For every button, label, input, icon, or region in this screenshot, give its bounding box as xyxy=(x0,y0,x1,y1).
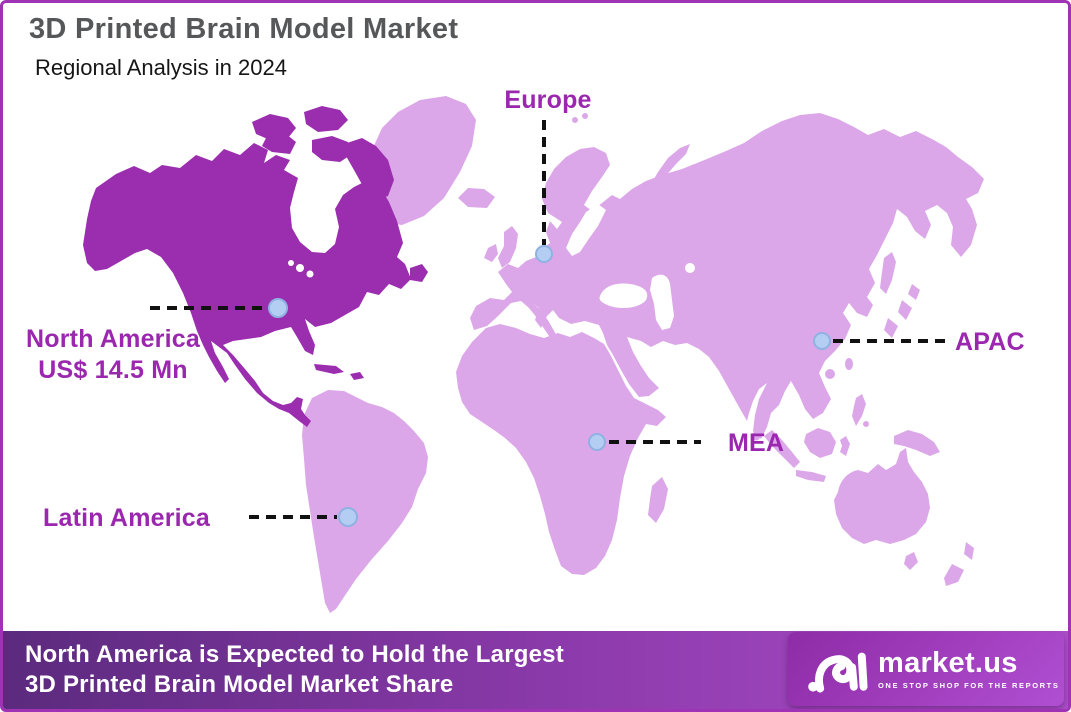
north-america-region xyxy=(83,106,428,427)
mea-marker xyxy=(588,433,606,451)
footer-bar: North America is Expected to Hold the La… xyxy=(3,631,1068,709)
britain-region xyxy=(498,226,518,268)
ireland-region xyxy=(484,244,498,262)
logo-text: market.us ONE STOP SHOP FOR THE REPORTS xyxy=(878,648,1059,690)
north-america-value: US$ 14.5 Mn xyxy=(38,356,188,384)
label-north-america: North America US$ 14.5 Mn xyxy=(11,324,215,386)
inland-seas xyxy=(566,204,695,330)
greenland-region xyxy=(368,96,476,225)
new-guinea xyxy=(894,430,940,456)
latin-america-marker xyxy=(338,507,358,527)
australia-region xyxy=(834,448,930,544)
north-america-marker xyxy=(268,298,288,318)
marketus-logo-icon xyxy=(808,652,868,693)
europe-marker xyxy=(535,245,553,263)
default-regions xyxy=(302,96,984,613)
south-america-region xyxy=(302,390,428,613)
label-europe: Europe xyxy=(504,86,592,114)
footer-headline-line1: North America is Expected to Hold the La… xyxy=(25,641,564,668)
label-apac: APAC xyxy=(955,328,1025,356)
page-title: 3D Printed Brain Model Market xyxy=(29,13,459,45)
great-lakes xyxy=(288,260,314,278)
new-zealand xyxy=(944,542,974,586)
marketus-logo: market.us ONE STOP SHOP FOR THE REPORTS xyxy=(788,632,1064,706)
brand-name: market.us xyxy=(878,647,1018,679)
japan-islands xyxy=(884,284,920,338)
page-subtitle: Regional Analysis in 2024 xyxy=(35,55,287,80)
apac-marker xyxy=(813,332,831,350)
header: 3D Printed Brain Model Market Regional A… xyxy=(29,13,458,81)
leader-lines xyxy=(150,120,947,519)
africa-region xyxy=(456,324,666,575)
iceland-region xyxy=(458,188,495,208)
brand-tagline: ONE STOP SHOP FOR THE REPORTS xyxy=(878,681,1060,690)
north-america-label: North America xyxy=(26,325,200,353)
region-markers xyxy=(268,245,831,527)
madagascar xyxy=(648,477,668,523)
label-latin-america: Latin America xyxy=(43,504,211,532)
footer-headline-line2: 3D Printed Brain Model Market Share xyxy=(25,671,454,698)
eurasia-region xyxy=(470,113,984,439)
world-map xyxy=(83,96,984,613)
label-mea: MEA xyxy=(728,429,785,457)
